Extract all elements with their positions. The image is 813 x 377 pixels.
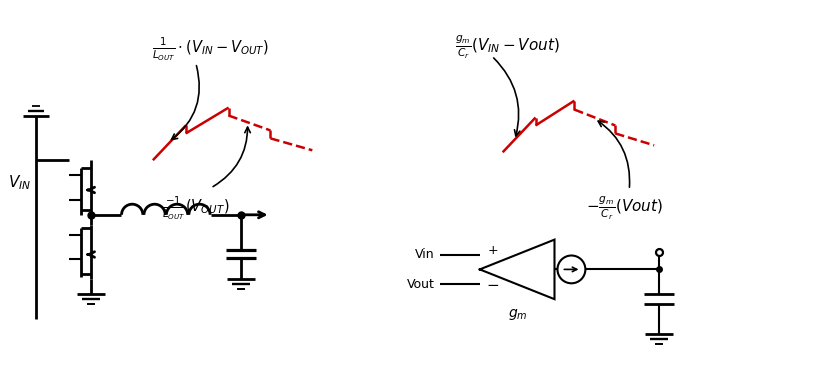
Text: −: −	[486, 278, 499, 293]
Text: +: +	[487, 244, 498, 257]
Text: $\frac{1}{L_{OUT}}\cdot(V_{IN}-V_{OUT})$: $\frac{1}{L_{OUT}}\cdot(V_{IN}-V_{OUT})$	[152, 36, 269, 63]
Text: $-\frac{g_m}{C_r}(Vout)$: $-\frac{g_m}{C_r}(Vout)$	[585, 195, 663, 222]
Text: $V_{IN}$: $V_{IN}$	[7, 174, 31, 192]
Text: $g_m$: $g_m$	[508, 307, 528, 322]
Text: $\frac{-1}{L_{OUT}}(V_{OUT})$: $\frac{-1}{L_{OUT}}(V_{OUT})$	[162, 195, 229, 222]
Text: Vout: Vout	[407, 278, 435, 291]
Text: $\frac{g_m}{C_r}(V_{IN}-Vout)$: $\frac{g_m}{C_r}(V_{IN}-Vout)$	[454, 33, 560, 61]
Text: Vin: Vin	[415, 248, 435, 261]
